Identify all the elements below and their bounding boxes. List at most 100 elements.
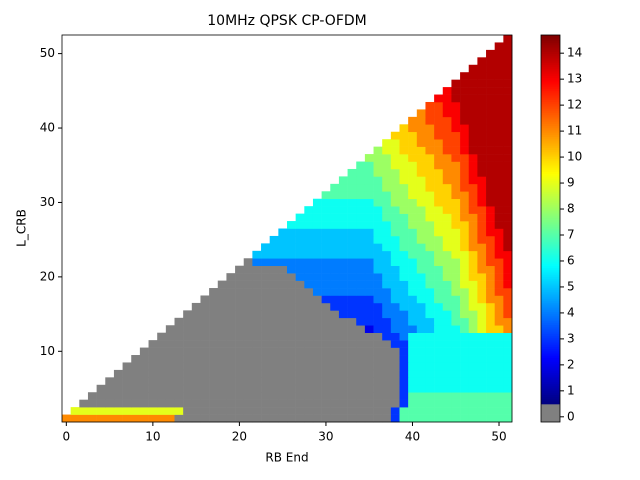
heat-cell <box>408 206 418 214</box>
heat-cell <box>425 198 435 207</box>
heat-cell <box>451 310 461 319</box>
heat-cell <box>416 221 426 229</box>
heat-cell <box>295 340 305 348</box>
heat-cell <box>390 295 400 304</box>
heat-cell <box>191 392 201 400</box>
heat-cell <box>486 362 495 371</box>
heat-cell <box>434 131 444 140</box>
colorbar-swatch <box>541 206 560 209</box>
heat-cell <box>330 258 340 267</box>
heat-cell <box>416 183 426 192</box>
heat-cell <box>312 250 322 259</box>
heat-cell <box>217 399 227 408</box>
heat-cell <box>399 161 409 170</box>
heat-cell <box>408 332 418 341</box>
heat-cell <box>390 221 400 229</box>
heat-cell <box>356 228 366 237</box>
heat-cell <box>399 377 409 386</box>
x-tick-label: 20 <box>232 430 247 444</box>
heat-cell <box>434 116 444 125</box>
heat-cell <box>425 243 435 252</box>
heat-cell <box>174 369 184 378</box>
heat-cell <box>425 340 435 348</box>
heat-cell <box>157 399 167 408</box>
heat-cell <box>434 392 444 400</box>
heat-cell <box>269 362 279 371</box>
heat-cell <box>235 332 245 341</box>
heat-cell <box>252 407 262 415</box>
heat-cell <box>295 325 305 333</box>
heat-cell <box>468 273 478 281</box>
heat-cell <box>217 407 227 415</box>
heat-cell <box>460 369 470 378</box>
colorbar-swatch <box>541 106 560 110</box>
heat-cell <box>174 340 184 348</box>
heat-cell <box>252 362 262 371</box>
heat-cell <box>382 258 392 267</box>
heat-cell <box>347 183 357 192</box>
heat-cell <box>382 198 392 207</box>
heat-cell <box>321 362 331 371</box>
heat-cell <box>486 250 495 259</box>
heat-cell <box>486 347 495 356</box>
heat-cell <box>468 94 478 103</box>
heat-cell <box>494 235 504 244</box>
heat-cell <box>157 340 167 348</box>
heat-cell <box>261 317 270 326</box>
heat-cell <box>503 146 513 155</box>
colorbar-swatch <box>541 112 560 115</box>
heat-cell <box>261 369 270 378</box>
heat-cell <box>356 377 366 386</box>
heat-cell <box>113 414 123 423</box>
heat-cell <box>425 295 435 304</box>
heat-cell <box>96 392 106 400</box>
colorbar-swatch <box>541 77 560 80</box>
heat-cell <box>295 317 305 326</box>
heat-cell <box>243 340 253 348</box>
heat-cell <box>321 355 331 363</box>
colorbar-swatch <box>541 276 560 279</box>
heat-cell <box>131 377 141 386</box>
heat-cell <box>468 124 478 133</box>
heat-cell <box>243 399 253 408</box>
colorbar-swatch <box>541 250 560 254</box>
heat-cell <box>330 407 340 415</box>
heat-cell <box>399 273 409 281</box>
heat-cell <box>477 310 487 319</box>
heat-cell <box>382 273 392 281</box>
heat-cell <box>252 369 262 378</box>
heat-cell <box>382 332 392 341</box>
heat-cell <box>278 250 288 259</box>
heat-cell <box>416 250 426 259</box>
heat-cell <box>408 355 418 363</box>
heat-cell <box>295 235 305 244</box>
heat-cell <box>425 176 435 185</box>
heat-cell <box>442 176 452 185</box>
heat-cell <box>347 235 357 244</box>
heat-cell <box>434 347 444 356</box>
heat-cell <box>122 362 132 371</box>
heat-cell <box>209 310 219 319</box>
heat-cell <box>503 235 513 244</box>
heat-cell <box>382 176 392 185</box>
heat-cell <box>131 362 141 371</box>
heat-cell <box>312 399 322 408</box>
heat-cell <box>416 399 426 408</box>
heat-cell <box>139 407 149 415</box>
heat-cell <box>321 191 331 200</box>
heat-cell <box>312 258 322 267</box>
heat-cell <box>191 355 201 363</box>
heat-cell <box>373 183 383 192</box>
heat-cell <box>304 265 314 274</box>
heat-cell <box>252 258 262 267</box>
heat-cell <box>494 399 504 408</box>
colorbar-tick-label: 0 <box>567 409 575 423</box>
heat-cell <box>460 317 470 326</box>
colorbar-swatch <box>541 193 560 196</box>
heat-cell <box>434 250 444 259</box>
colorbar-swatch <box>541 259 560 263</box>
heat-cell <box>373 325 383 333</box>
colorbar-swatch <box>541 129 560 132</box>
heat-cell <box>399 332 409 341</box>
heat-cell <box>425 302 435 311</box>
